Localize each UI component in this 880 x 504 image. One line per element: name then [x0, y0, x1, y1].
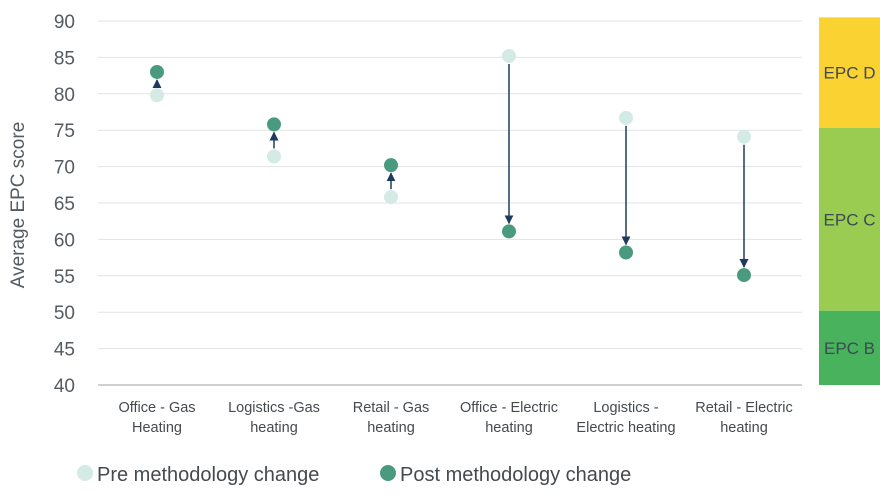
epc-band [819, 310, 880, 385]
y-tick-label: 65 [54, 194, 75, 215]
x-category-line: heating [250, 420, 298, 436]
x-category-line: Electric heating [576, 420, 675, 436]
x-category-label: Office - Gas Heating [118, 400, 195, 436]
legend: Pre methodology change Post methodology c… [77, 464, 631, 486]
gridlines [98, 20, 802, 386]
epc-band-label: EPC D [824, 64, 876, 83]
epc-band-label: EPC C [824, 210, 876, 229]
epc-bands: EPC D EPC C EPC B [819, 17, 880, 385]
x-category-line: heating [367, 420, 415, 436]
legend-swatch [77, 465, 93, 481]
x-category-label: Retail - Gas heating [353, 400, 430, 436]
pre-point [150, 88, 164, 103]
x-category-line: Office - Electric [460, 400, 558, 416]
post-point [267, 117, 281, 132]
legend-label: Post methodology change [400, 464, 631, 486]
x-category-line: Heating [132, 420, 182, 436]
y-axis-label: Average EPC score [8, 122, 29, 289]
y-tick-label: 80 [54, 85, 75, 106]
x-category-label: Office - Electric heating [460, 400, 558, 436]
y-tick-label: 75 [54, 121, 75, 142]
change-arrows [152, 63, 749, 268]
x-category-label: Logistics - Electric heating [576, 400, 675, 436]
x-axis-categories: Office - Gas Heating Logistics -Gas heating… [118, 400, 792, 436]
y-tick-label: 85 [54, 48, 75, 69]
y-tick-label: 45 [54, 340, 75, 361]
epc-band [819, 128, 880, 311]
post-point [737, 268, 751, 283]
y-tick-label: 70 [54, 158, 75, 179]
post-point [502, 224, 516, 239]
x-category-label: Logistics -Gas heating [228, 400, 320, 436]
x-category-line: Retail - Gas [353, 400, 430, 416]
epc-band [819, 17, 880, 129]
post-point [619, 245, 633, 260]
x-category-line: Office - Gas [118, 400, 195, 416]
post-point [150, 64, 164, 79]
y-axis: 40 45 50 55 60 65 70 75 80 85 90 [54, 12, 75, 397]
x-category-line: Retail - Electric [695, 400, 793, 416]
pre-point [267, 149, 281, 164]
pre-point [619, 110, 633, 125]
legend-swatch [380, 465, 396, 481]
y-tick-label: 50 [54, 303, 75, 324]
y-tick-label: 90 [54, 12, 75, 33]
x-category-line: heating [720, 420, 768, 436]
pre-point [737, 129, 751, 144]
data-points [150, 48, 751, 283]
y-tick-label: 60 [54, 230, 75, 251]
x-category-label: Retail - Electric heating [695, 400, 793, 436]
epc-band-label: EPC B [824, 339, 875, 358]
y-tick-label: 40 [54, 376, 75, 397]
y-tick-label: 55 [54, 267, 75, 288]
x-category-line: Logistics - [593, 400, 658, 416]
legend-label: Pre methodology change [97, 464, 319, 486]
x-category-line: Logistics -Gas [228, 400, 320, 416]
post-point [384, 158, 398, 173]
pre-point [502, 48, 516, 63]
pre-point [384, 190, 398, 205]
x-category-line: heating [485, 420, 533, 436]
